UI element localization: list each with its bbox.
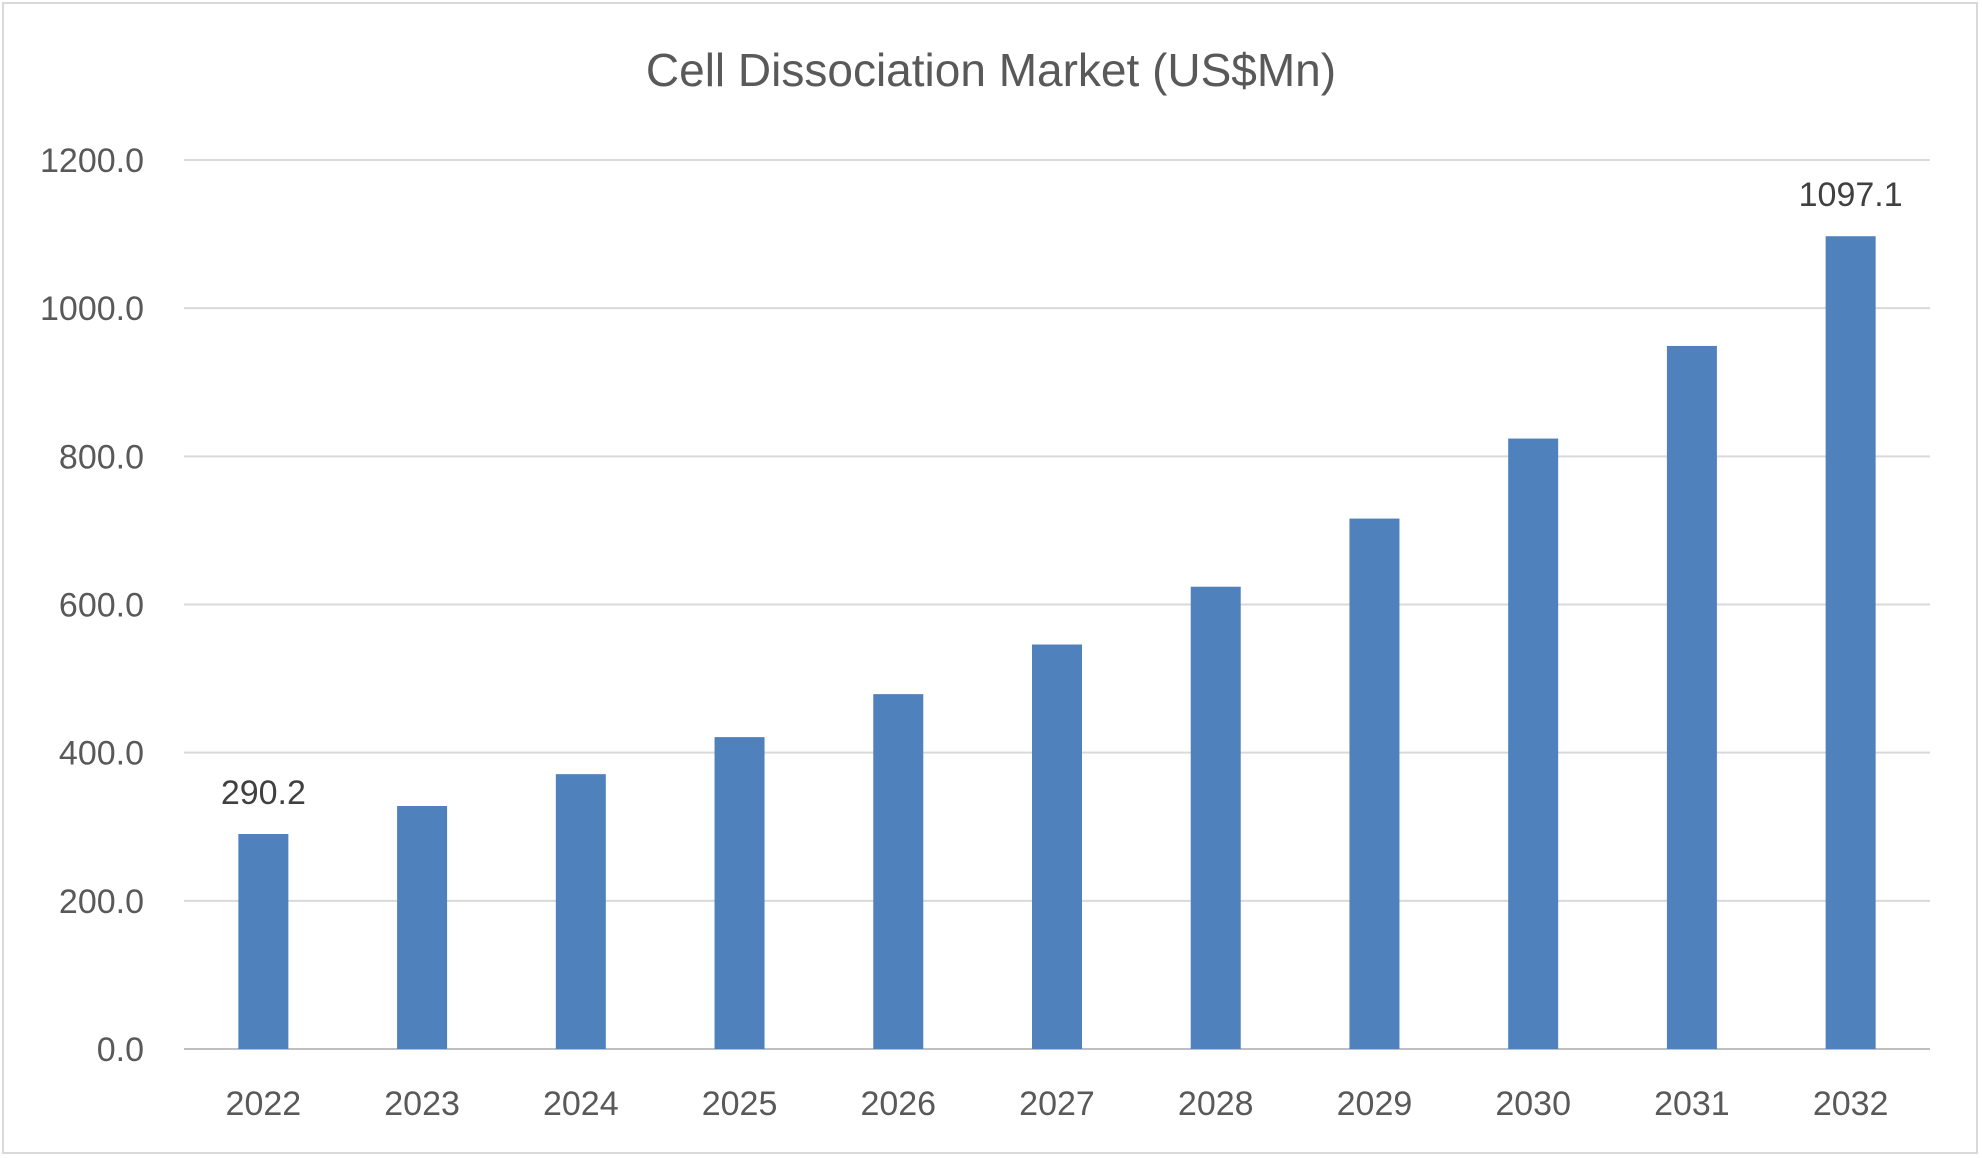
x-tick-label: 2023 [384, 1085, 460, 1123]
bars [238, 236, 1876, 1049]
x-tick-label: 2032 [1813, 1085, 1889, 1123]
data-label: 1097.1 [1799, 176, 1903, 214]
bar-2027 [1032, 644, 1082, 1049]
y-tick-label: 1000.0 [40, 290, 144, 328]
y-tick-label: 800.0 [59, 438, 144, 476]
bar-2032 [1825, 236, 1876, 1049]
x-tick-label: 2028 [1178, 1085, 1254, 1123]
x-tick-label: 2027 [1019, 1085, 1095, 1123]
bar-2026 [873, 694, 924, 1049]
data-label: 290.2 [221, 774, 306, 812]
x-tick-label: 2030 [1495, 1085, 1571, 1123]
y-tick-label: 0.0 [97, 1031, 144, 1069]
y-tick-label: 200.0 [59, 883, 144, 921]
x-tick-label: 2029 [1337, 1085, 1413, 1123]
bar-2024 [555, 774, 606, 1049]
y-tick-label: 1200.0 [40, 142, 144, 180]
bar-2022 [238, 834, 289, 1049]
x-tick-label: 2025 [702, 1085, 778, 1123]
x-tick-label: 2024 [543, 1085, 619, 1123]
y-tick-label: 600.0 [59, 587, 144, 625]
y-tick-label: 400.0 [59, 735, 144, 773]
x-axis-ticks: 2022 2023 2024 2025 2026 2027 2028 2029 2030 2031… [226, 1085, 1889, 1123]
bar-2030 [1508, 438, 1559, 1049]
bar-2029 [1349, 518, 1400, 1049]
x-tick-label: 2031 [1654, 1085, 1730, 1123]
x-tick-label: 2022 [226, 1085, 302, 1123]
chart-title: Cell Dissociation Market (US$Mn) [646, 44, 1336, 96]
data-labels: 290.2 1097.1 [221, 176, 1903, 812]
bar-2031 [1666, 345, 1717, 1049]
bar-2023 [397, 806, 448, 1049]
gridlines [184, 159, 1930, 1050]
y-axis-ticks: 0.0 200.0 400.0 600.0 800.0 1000.0 1200.0 [40, 142, 144, 1069]
bar-2025 [714, 737, 765, 1049]
bar-2028 [1190, 586, 1241, 1049]
x-tick-label: 2026 [860, 1085, 936, 1123]
